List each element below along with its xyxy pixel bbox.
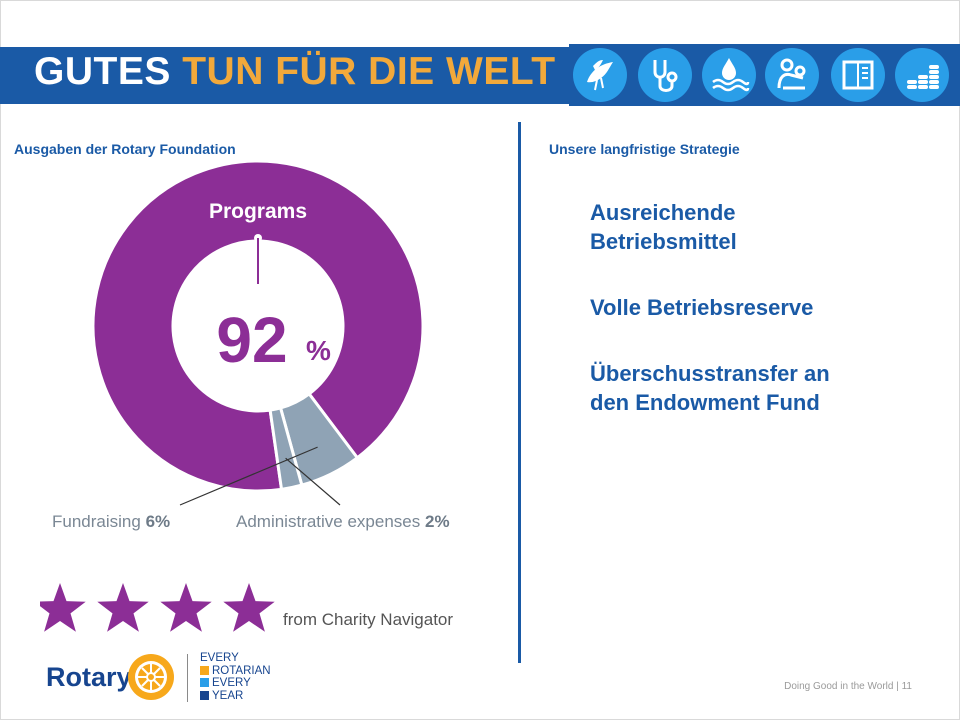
tagline-line-3: EVERY — [200, 677, 271, 690]
tagline-line-2: ROTARIAN — [200, 665, 271, 678]
logo-tagline: EVERY ROTARIAN EVERY YEAR — [200, 652, 271, 702]
tagline-line-1: EVERY — [200, 652, 239, 664]
rating-star-3 — [160, 583, 212, 632]
rating-source: from Charity Navigator — [283, 610, 453, 629]
tagline-line-2-text: ROTARIAN — [212, 664, 271, 677]
rating-star-2 — [97, 583, 149, 632]
administrative-label: Administrative expenses 2% — [236, 512, 450, 531]
strategy-item-2-line-1: Volle Betriebsreserve — [590, 295, 814, 320]
rotary-logo: Rotary EVERY ROTARIAN EVERY YEAR — [40, 650, 280, 706]
footer-text: Doing Good in the World — [784, 681, 894, 692]
dove-icon — [573, 48, 627, 102]
donut-chart-svg: Programs 92 % Fundraising 6% Administrative … — [40, 160, 453, 632]
slide-title: GUTES TUN FÜR DIE WELT — [34, 50, 556, 94]
fundraising-label-value: 6% — [146, 512, 171, 531]
book-icon — [831, 48, 885, 102]
footer-separator: | — [896, 681, 899, 692]
cause-icons — [569, 44, 960, 106]
strategy-item-1-line-1: Ausreichende — [590, 200, 736, 225]
tagline-line-4-text: YEAR — [212, 689, 244, 702]
rotary-wheel-icon — [126, 652, 176, 702]
rotary-wordmark: Rotary — [46, 662, 132, 692]
label-programs: Programs — [209, 200, 307, 223]
center-value: 92 — [216, 304, 287, 376]
strategy-item-3-line-2: den Endowment Fund — [590, 390, 820, 415]
administrative-leader — [285, 457, 341, 506]
strategy-item-2: Volle Betriebsreserve — [590, 293, 930, 322]
logo-separator — [187, 654, 188, 702]
title-part-white: GUTES — [34, 50, 171, 93]
strategy-list: Ausreichende Betriebsmittel Volle Betrie… — [590, 198, 930, 454]
strategy-section-title: Unsere langfristige Strategie — [549, 141, 740, 157]
strategy-item-1: Ausreichende Betriebsmittel — [590, 198, 930, 256]
administrative-label-value: 2% — [425, 512, 450, 531]
center-unit: % — [306, 335, 331, 366]
rating-star-1 — [40, 583, 86, 632]
administrative-label-name: Administrative expenses — [236, 512, 425, 531]
coins-icon — [895, 48, 949, 102]
expenses-section-title: Ausgaben der Rotary Foundation — [14, 141, 236, 157]
strategy-item-3-line-1: Überschusstransfer an — [590, 361, 830, 386]
stethoscope-icon — [638, 48, 692, 102]
page-number: 11 — [901, 681, 912, 692]
title-part-gold: TUN FÜR DIE WELT — [182, 50, 556, 93]
fundraising-label: Fundraising 6% — [52, 512, 170, 531]
fundraising-label-name: Fundraising — [52, 512, 146, 531]
fundraising-leader — [179, 446, 318, 506]
strategy-item-1-line-2: Betriebsmittel — [590, 229, 737, 254]
tagline-line-3-text: EVERY — [212, 677, 251, 689]
tagline-line-4: YEAR — [200, 690, 271, 703]
rating-star-4 — [223, 583, 275, 632]
strategy-item-3: Überschusstransfer an den Endowment Fund — [590, 359, 930, 417]
expense-donut-chart: Programs 92% Fundraising 6% Administrative … — [40, 160, 490, 640]
slide-footer: Doing Good in the World | 11 — [784, 681, 912, 692]
slice-administrative-expenses — [268, 406, 304, 492]
column-divider — [518, 122, 521, 663]
slice-programs — [91, 160, 425, 493]
water-icon — [702, 48, 756, 102]
mother-child-icon — [765, 48, 819, 102]
